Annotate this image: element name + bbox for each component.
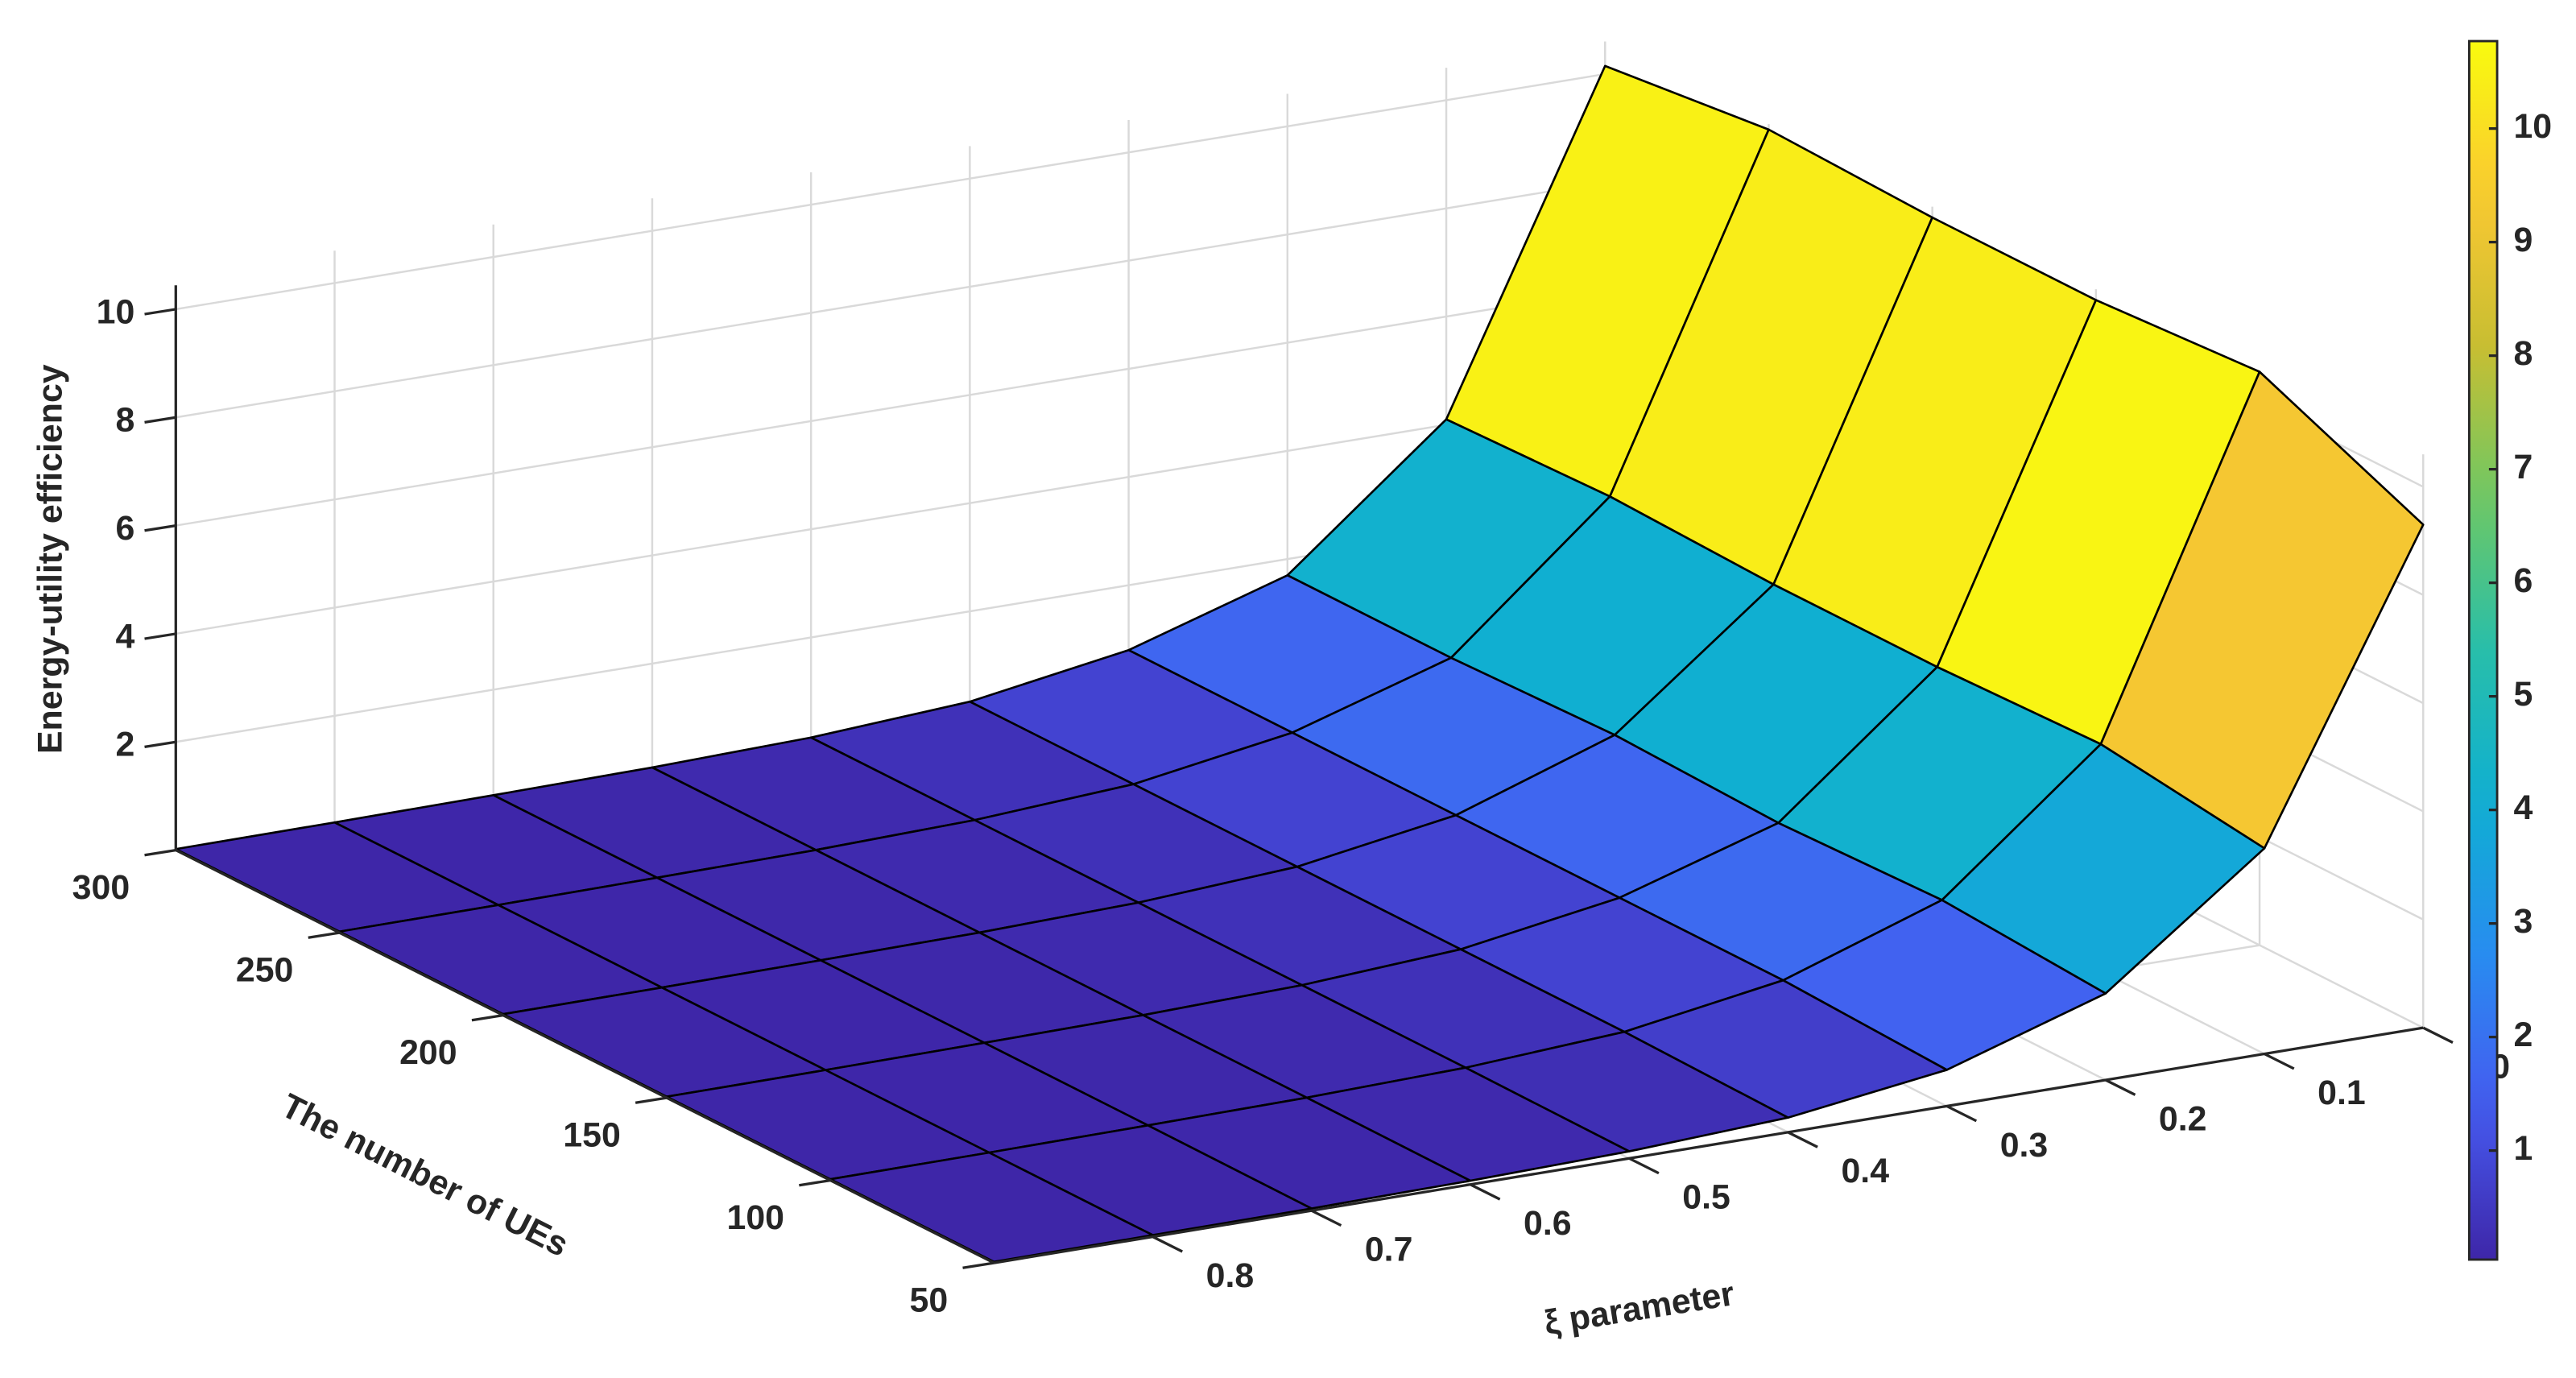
x-tick-label: 0.2 [2159,1099,2207,1138]
back-wall-grid [176,72,1606,311]
x-tick [1945,1104,1978,1123]
x-axis-label: ξ parameter [1541,1274,1737,1343]
z-tick [144,632,176,640]
y-tick [471,1013,503,1022]
y-axis-label: The number of UEs [275,1086,575,1264]
y-tick [799,1178,831,1187]
z-tick-label: 6 [115,509,134,548]
back-wall-grid [176,181,1606,419]
x-tick [2422,1026,2454,1044]
x-tick [1152,1235,1183,1253]
back-wall-grid [176,397,1606,635]
colorbar [2467,39,2499,1261]
colorbar-tick-label: 6 [2513,561,2533,600]
x-tick-label: 0.5 [1682,1178,1730,1217]
colorbar-tick-label: 4 [2513,788,2533,827]
x-tick-label: 0.1 [2318,1074,2366,1112]
colorbar-tick-label: 10 [2513,107,2552,146]
y-tick [635,1096,668,1104]
z-tick [144,308,176,316]
z-tick [144,740,176,748]
x-tick-label: 0.8 [1206,1256,1255,1295]
colorbar-tick-label: 5 [2513,675,2533,714]
x-tick [1628,1157,1660,1175]
x-tick-label: 0.3 [2000,1126,2049,1165]
y-tick-label: 100 [726,1198,784,1237]
colorbar-tick-label: 8 [2513,334,2533,373]
z-tick-label: 8 [115,401,134,440]
colorbar-tick-label: 3 [2513,902,2533,941]
x-tick [1311,1209,1342,1227]
x-tick [2264,1053,2295,1070]
y-tick [308,931,340,939]
y-tick [144,848,176,857]
y-tick-label: 300 [72,868,130,907]
x-axis [994,1026,2424,1264]
back-wall-grid [176,289,1606,527]
colorbar-tick-label: 7 [2513,448,2533,486]
y-tick-label: 200 [399,1033,457,1072]
y-tick-label: 250 [236,950,293,989]
z-tick-label: 2 [115,726,134,764]
x-tick [1470,1183,1501,1201]
z-tick [144,416,176,424]
colorbar-tick-label: 1 [2513,1129,2533,1168]
z-tick-label: 4 [115,617,134,656]
z-tick [144,523,176,532]
z-tick-label: 10 [97,292,135,331]
y-tick [962,1261,994,1269]
y-axis [175,849,995,1264]
colorbar-tick-label: 9 [2513,221,2533,259]
colorbar-tick-label: 2 [2513,1016,2533,1054]
x-tick-label: 0.7 [1365,1231,1413,1269]
y-tick-label: 50 [910,1281,949,1319]
x-tick [1787,1131,1818,1148]
x-tick-label: 0.6 [1524,1204,1572,1243]
x-tick-label: 0.4 [1841,1152,1889,1190]
x-tick [2105,1078,2136,1096]
z-axis-label: Energy-utility efficiency [31,364,70,754]
y-tick-label: 150 [563,1115,620,1154]
